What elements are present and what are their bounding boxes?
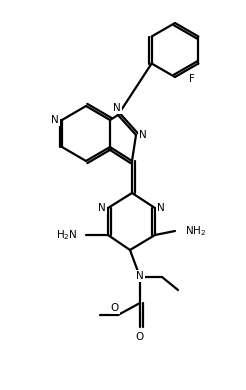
- Text: F: F: [189, 74, 195, 84]
- Text: N: N: [98, 203, 106, 213]
- Text: N: N: [51, 115, 59, 125]
- Text: N: N: [113, 103, 121, 113]
- Text: N: N: [136, 271, 144, 281]
- Text: O: O: [111, 303, 119, 313]
- Text: O: O: [136, 332, 144, 342]
- Text: NH$_2$: NH$_2$: [185, 224, 206, 238]
- Text: N: N: [157, 203, 165, 213]
- Text: H$_2$N: H$_2$N: [56, 228, 78, 242]
- Text: N: N: [139, 130, 147, 140]
